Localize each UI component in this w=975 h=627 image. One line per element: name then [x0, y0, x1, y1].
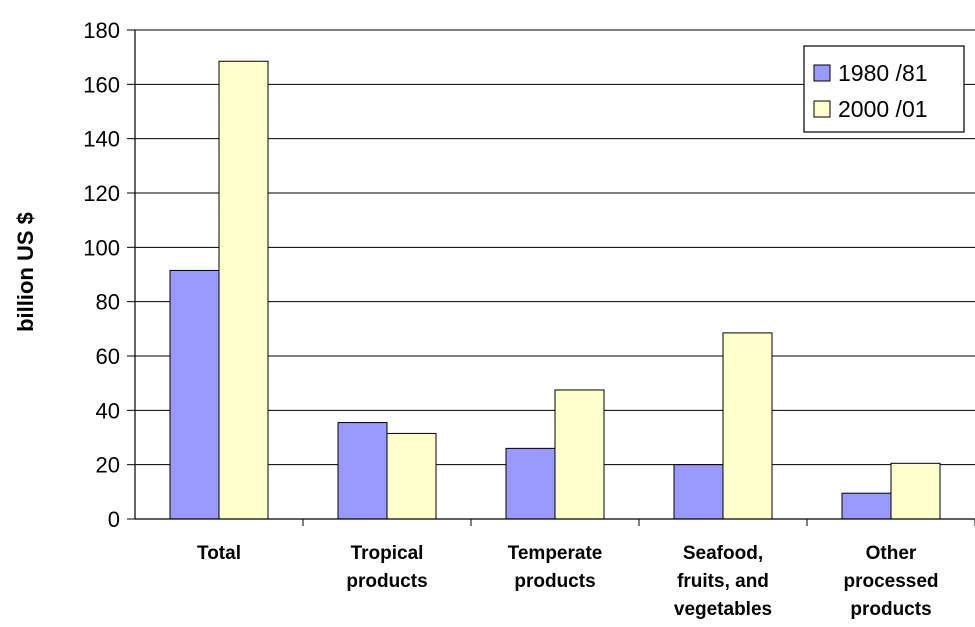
y-tick-label: 20 — [96, 453, 120, 478]
bar-series-1 — [337, 422, 388, 520]
y-tick-label: 120 — [83, 181, 120, 206]
category-label: Tropical — [351, 543, 424, 564]
y-tick-label: 180 — [83, 18, 120, 43]
category-label: products — [346, 571, 427, 592]
category-label: Temperate — [508, 543, 603, 564]
y-tick-label: 80 — [96, 290, 120, 315]
category-label: processed — [843, 571, 938, 592]
y-tick-labels: 0 20 40 60 80 100 120 140 160 180 — [83, 18, 120, 532]
y-axis-title: billion US $ — [13, 212, 38, 332]
y-tick-label: 0 — [108, 507, 120, 532]
bar-series-1 — [505, 447, 556, 520]
y-tick-label: 140 — [83, 127, 120, 152]
category-label: vegetables — [674, 599, 772, 620]
y-tick-label: 60 — [96, 344, 120, 369]
bar-series-2 — [218, 60, 269, 520]
gridlines — [135, 29, 975, 466]
category-label: products — [850, 599, 931, 620]
y-tick-label: 40 — [96, 398, 120, 423]
legend-label: 2000 /01 — [838, 96, 928, 122]
category-label: Seafood, — [683, 543, 763, 564]
category-labels: Total Tropical products Temperate products Se… — [197, 543, 939, 620]
category-label: fruits, and — [677, 571, 769, 592]
y-tick-label: 100 — [83, 235, 120, 260]
bar-series-2 — [890, 462, 941, 520]
bar-series-2 — [386, 432, 437, 520]
legend-swatch — [813, 100, 831, 118]
category-label: products — [514, 571, 595, 592]
legend: 1980 /81 2000 /01 — [803, 45, 965, 133]
legend-swatch — [813, 64, 831, 82]
bar-series-1 — [841, 492, 892, 520]
bar-series-2 — [722, 332, 773, 520]
axes — [127, 29, 975, 526]
bars — [169, 60, 941, 520]
category-label: Other — [866, 543, 917, 564]
bar-series-1 — [169, 269, 220, 520]
bar-series-2 — [554, 389, 605, 520]
legend-box — [803, 45, 965, 133]
y-tick-label: 160 — [83, 72, 120, 97]
legend-label: 1980 /81 — [838, 60, 928, 86]
category-label: Total — [197, 543, 241, 564]
bar-series-1 — [673, 464, 724, 520]
